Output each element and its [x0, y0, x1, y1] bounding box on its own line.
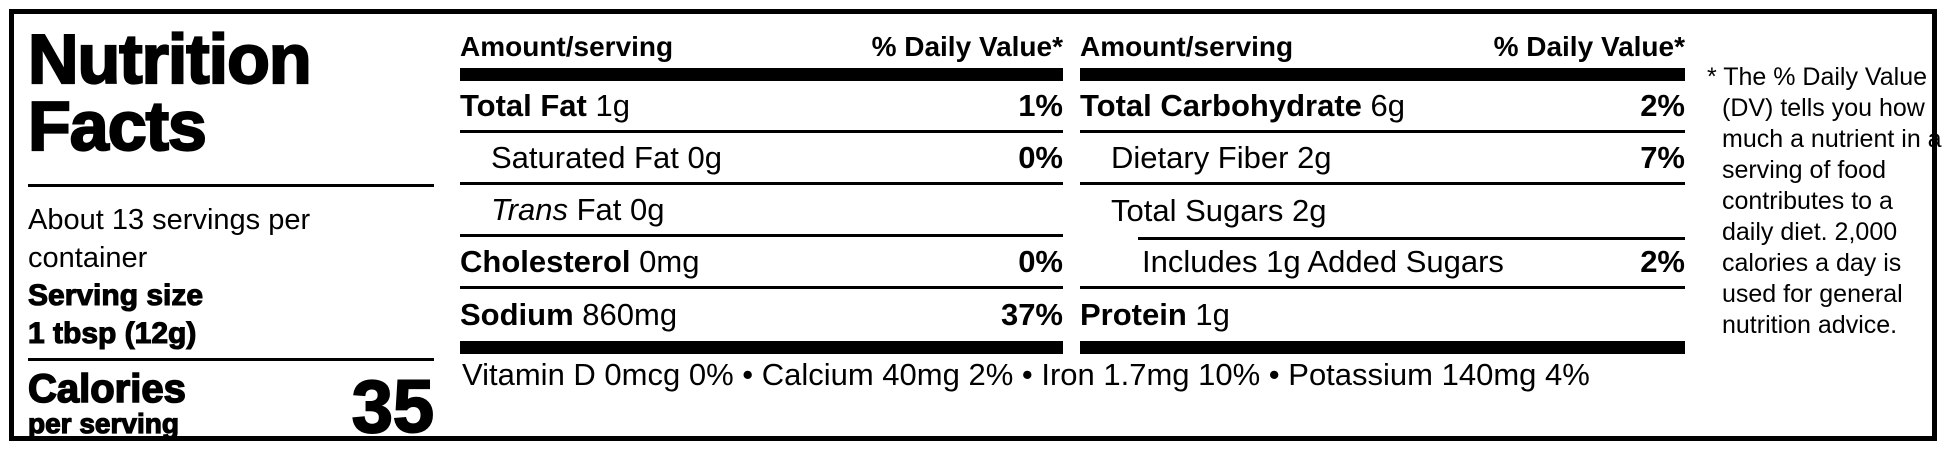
nutrient-name: Saturated Fat 0g — [491, 139, 722, 175]
nutrient-row-sodium: Sodium 860mg 37% — [460, 289, 1063, 341]
label-title: Nutrition Facts — [27, 20, 434, 165]
calories-divider — [28, 358, 434, 361]
calories-sublabel: per serving — [27, 408, 179, 439]
nutrient-name: Includes 1g Added Sugars — [1142, 243, 1504, 279]
nutrient-row-total-carbohydrate: Total Carbohydrate 6g 2% — [1080, 81, 1685, 133]
calories-labels: Calories per serving — [27, 367, 186, 439]
nutrition-facts-label: Nutrition Facts About 13 servings per co… — [9, 9, 1942, 448]
daily-value-header: % Daily Value* — [1493, 31, 1685, 62]
left-panel: Nutrition Facts About 13 servings per co… — [27, 14, 435, 448]
daily-value-footnote: * The % Daily Value (DV) tells you how m… — [1707, 63, 1942, 339]
nutrient-name: Total Fat 1g — [460, 87, 630, 123]
thick-divider — [460, 68, 1063, 81]
nutrient-name: Protein 1g — [1080, 297, 1230, 332]
nutrient-name: Dietary Fiber 2g — [1111, 139, 1332, 175]
nutrient-row-cholesterol: Cholesterol 0mg 0% — [460, 237, 1063, 289]
calories-row: Calories per serving 35 — [27, 365, 435, 448]
nutrient-name: Cholesterol 0mg — [460, 243, 700, 279]
nutrient-column-2: Amount/serving % Daily Value* Total Carb… — [1080, 23, 1685, 354]
nutrient-row-saturated-fat: Saturated Fat 0g 0% — [460, 133, 1063, 185]
thick-divider — [1080, 68, 1685, 81]
nutrient-name: Sodium 860mg — [460, 297, 678, 332]
calories-value: 35 — [351, 365, 435, 448]
title-divider — [28, 184, 434, 187]
daily-value: 37% — [1000, 297, 1063, 332]
column-1-header: Amount/serving % Daily Value* — [460, 23, 1063, 68]
nutrient-name: Trans Fat 0g — [491, 191, 665, 227]
thick-divider — [1080, 341, 1685, 354]
daily-value: 0% — [1018, 243, 1063, 279]
daily-value: 2% — [1640, 243, 1685, 279]
serving-size-value: 1 tbsp (12g) — [27, 316, 197, 350]
nutrient-row-protein: Protein 1g — [1080, 289, 1685, 341]
nutrient-row-dietary-fiber: Dietary Fiber 2g 7% — [1080, 133, 1685, 185]
daily-value: 1% — [1018, 87, 1063, 123]
title-line-2: Facts — [27, 87, 208, 165]
nutrient-column-1: Amount/serving % Daily Value* Total Fat … — [460, 23, 1063, 354]
title-line-1: Nutrition — [27, 20, 313, 98]
servings-per-container: About 13 servings per container — [28, 204, 311, 274]
calories-label: Calories — [27, 367, 186, 411]
daily-value-header: % Daily Value* — [871, 31, 1063, 62]
daily-value: 0% — [1018, 139, 1063, 175]
daily-value: 7% — [1640, 139, 1685, 175]
micronutrients-line: Vitamin D 0mcg 0% • Calcium 40mg 2% • Ir… — [462, 357, 1590, 392]
amount-serving-header: Amount/serving — [1080, 31, 1294, 62]
nutrient-row-total-sugars: Total Sugars 2g — [1080, 185, 1685, 240]
daily-value: 2% — [1640, 87, 1685, 123]
serving-size-label: Serving size — [27, 278, 204, 312]
amount-serving-header: Amount/serving — [460, 31, 674, 62]
thick-divider — [460, 341, 1063, 354]
nutrient-name: Total Carbohydrate 6g — [1080, 87, 1406, 123]
column-2-header: Amount/serving % Daily Value* — [1080, 23, 1685, 68]
nutrient-name: Total Sugars 2g — [1111, 193, 1327, 228]
nutrient-row-added-sugars: Includes 1g Added Sugars 2% — [1080, 237, 1685, 289]
nutrient-row-trans-fat: Trans Fat 0g — [460, 185, 1063, 237]
nutrient-row-total-fat: Total Fat 1g 1% — [460, 81, 1063, 133]
